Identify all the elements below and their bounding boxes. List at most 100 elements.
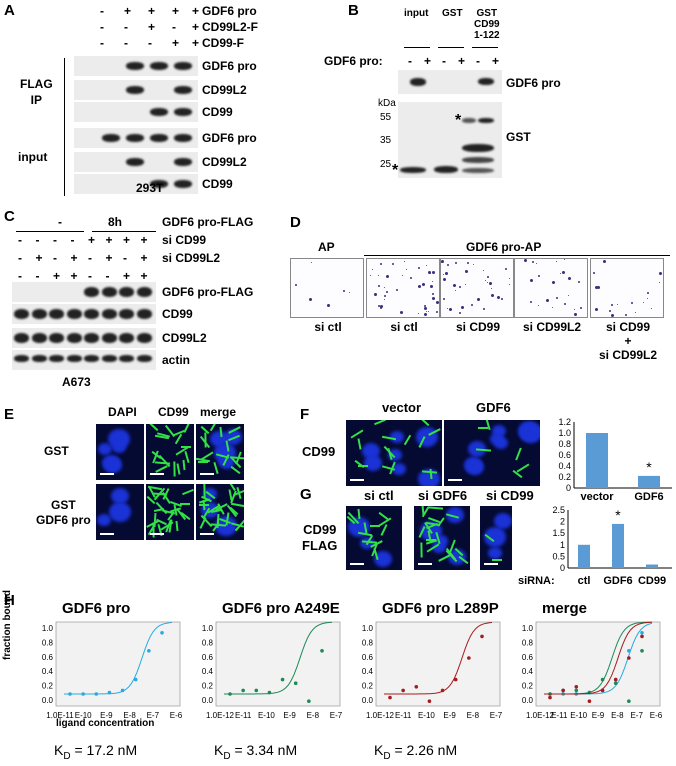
d-ap-title: AP [318,240,335,254]
d-dot [574,313,577,316]
a-sign: + [192,4,200,18]
membrane [370,525,380,527]
d-dot [560,273,561,274]
h-plot-bg [55,621,181,707]
c-sign: + [140,233,148,247]
d-dot [378,275,379,276]
a-sign: - [100,20,104,34]
h-fit-curve [224,621,333,695]
d-dot [595,308,598,311]
a-blot-row [74,174,198,194]
f-micrograph [346,420,442,486]
h-ylabel: fraction bound [2,590,13,660]
h-data-point [160,631,164,635]
c-sign: - [53,233,57,247]
d-dot [603,260,606,263]
h-data-point [401,688,405,693]
panel-label-c: C [4,208,15,225]
e-col-2: merge [200,405,237,419]
g-ytick: 0.5 [552,551,565,561]
h-xtick: E-9 [443,711,456,720]
d-dot [372,269,373,270]
d-dot [524,259,527,262]
g-ytick: 2.5 [552,505,565,515]
d-dot [380,263,382,265]
h-xtick: E-9 [100,711,113,720]
h-data-point [81,692,85,696]
d-dot [441,260,444,263]
d-dot [432,297,435,300]
d-dot [455,290,456,291]
c-band [84,333,99,343]
d-dot [392,263,394,265]
c-time-1: 8h [108,215,123,229]
c-sign: + [88,233,96,247]
d-dot [556,297,558,299]
c-sign: - [18,233,22,247]
c-sign: - [18,251,22,265]
c-band [119,309,134,319]
b-sign: - [476,54,480,68]
a-row-label: CD99 [202,105,233,119]
d-dot [378,305,380,307]
d-dot [647,292,649,294]
c-sign: - [53,251,57,265]
d-dot [424,307,427,310]
h-merge-point [640,631,644,635]
c-cond-2: si CD99L2 [162,251,221,265]
h-ytick: 0.2 [42,682,54,691]
c-sign: - [70,233,75,247]
h-ytick: 0.8 [362,638,374,647]
a-blot-row [74,56,198,76]
d-dot [465,284,466,285]
nucleus [374,551,392,567]
h-plot: 1.0 0.8 0.6 0.4 0.2 0.0 1.0E-11 E-10 E-9 E-8 E-7 E-… [42,621,183,720]
a-row-label: CD99 [202,177,233,191]
c-band [14,309,29,319]
h-xtick: 1.0E-11 [46,711,74,720]
c-sign: + [53,269,61,283]
h-merge-point [574,685,579,689]
a-band [126,62,144,70]
d-dot [564,259,565,260]
c-band [101,355,117,362]
membrane [374,420,386,426]
d-dot [436,301,439,304]
c-band [119,287,134,297]
f-xtick: vector [580,491,614,503]
h-xtick: E-11 [235,711,252,720]
b-star-2: * [392,162,399,179]
membrane [176,463,181,475]
d-dot [404,261,405,262]
h-fit-curve [384,622,493,695]
h-data-point [467,656,471,660]
c-band [101,333,117,343]
c-band [49,333,64,343]
h-ytick: 0.8 [522,638,534,647]
f-row: CD99 [302,444,336,459]
d-dot [406,269,407,270]
scale-bar [350,479,364,481]
h-data-point [228,692,232,696]
d-dot [370,275,371,276]
b-blot-gst [398,102,502,178]
nucleus [390,431,404,443]
d-dot [574,309,575,310]
d-dot [564,303,566,305]
d-label: si CD99 [455,320,501,334]
b-blot-gdf6 [398,70,502,94]
d-dot [617,304,618,305]
membrane [516,463,530,473]
a-blot-row [74,80,198,100]
h-ytick: 0.4 [522,667,534,676]
d-dot [609,310,611,312]
a-row-label: CD99L2 [202,83,247,97]
c-sign: - [18,269,22,283]
h-ytick: 0.8 [202,638,214,647]
c-row-label: CD99 [162,307,193,321]
h-ytick: 0.6 [362,653,374,662]
h-data-point [241,688,245,693]
scale-bar [150,533,164,535]
membrane [420,420,430,427]
h-merge-point [613,681,618,685]
